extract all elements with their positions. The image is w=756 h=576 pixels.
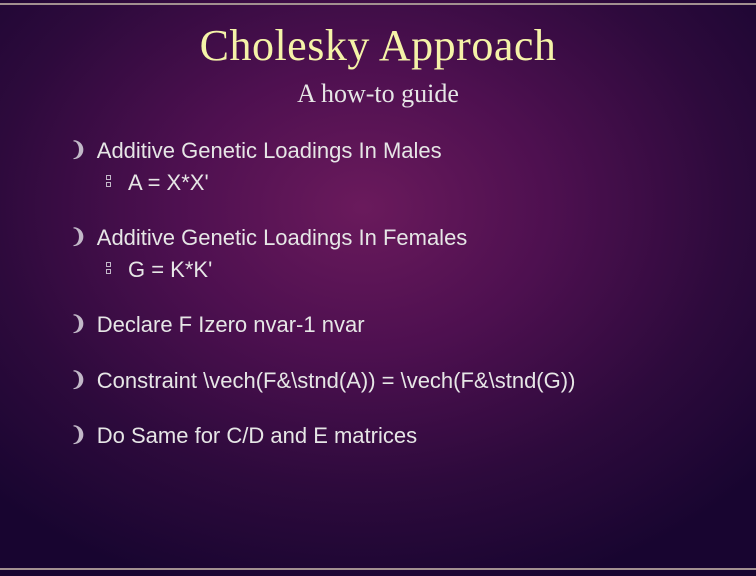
sub-bullet-icon [106, 175, 116, 189]
item-text: Declare F Izero nvar-1 nvar [97, 311, 365, 339]
item-text: Additive Genetic Loadings In Females [97, 224, 468, 252]
list-item: ❩ Constraint \vech(F&\stnd(A)) = \vech(F… [70, 367, 696, 395]
item-text: Do Same for C/D and E matrices [97, 422, 417, 450]
bullet-icon: ❩ [70, 425, 87, 445]
slide-body: ❩ Additive Genetic Loadings In Males A =… [60, 137, 696, 450]
bottom-rule [0, 568, 756, 570]
list-item: ❩ Additive Genetic Loadings In Males A =… [70, 137, 696, 196]
list-item: ❩ Do Same for C/D and E matrices [70, 422, 696, 450]
bullet-icon: ❩ [70, 314, 87, 334]
top-rule [0, 3, 756, 5]
sub-item-text: A = X*X' [128, 169, 209, 197]
slide-subtitle: A how-to guide [60, 79, 696, 109]
list-item: ❩ Additive Genetic Loadings In Females G… [70, 224, 696, 283]
list-item: ❩ Declare F Izero nvar-1 nvar [70, 311, 696, 339]
sub-item-text: G = K*K' [128, 256, 212, 284]
bullet-icon: ❩ [70, 227, 87, 247]
slide: Cholesky Approach A how-to guide ❩ Addit… [0, 0, 756, 576]
slide-title: Cholesky Approach [60, 20, 696, 71]
sub-bullet-icon [106, 262, 116, 276]
bullet-icon: ❩ [70, 140, 87, 160]
item-text: Constraint \vech(F&\stnd(A)) = \vech(F&\… [97, 367, 576, 395]
bullet-icon: ❩ [70, 370, 87, 390]
item-text: Additive Genetic Loadings In Males [97, 137, 442, 165]
